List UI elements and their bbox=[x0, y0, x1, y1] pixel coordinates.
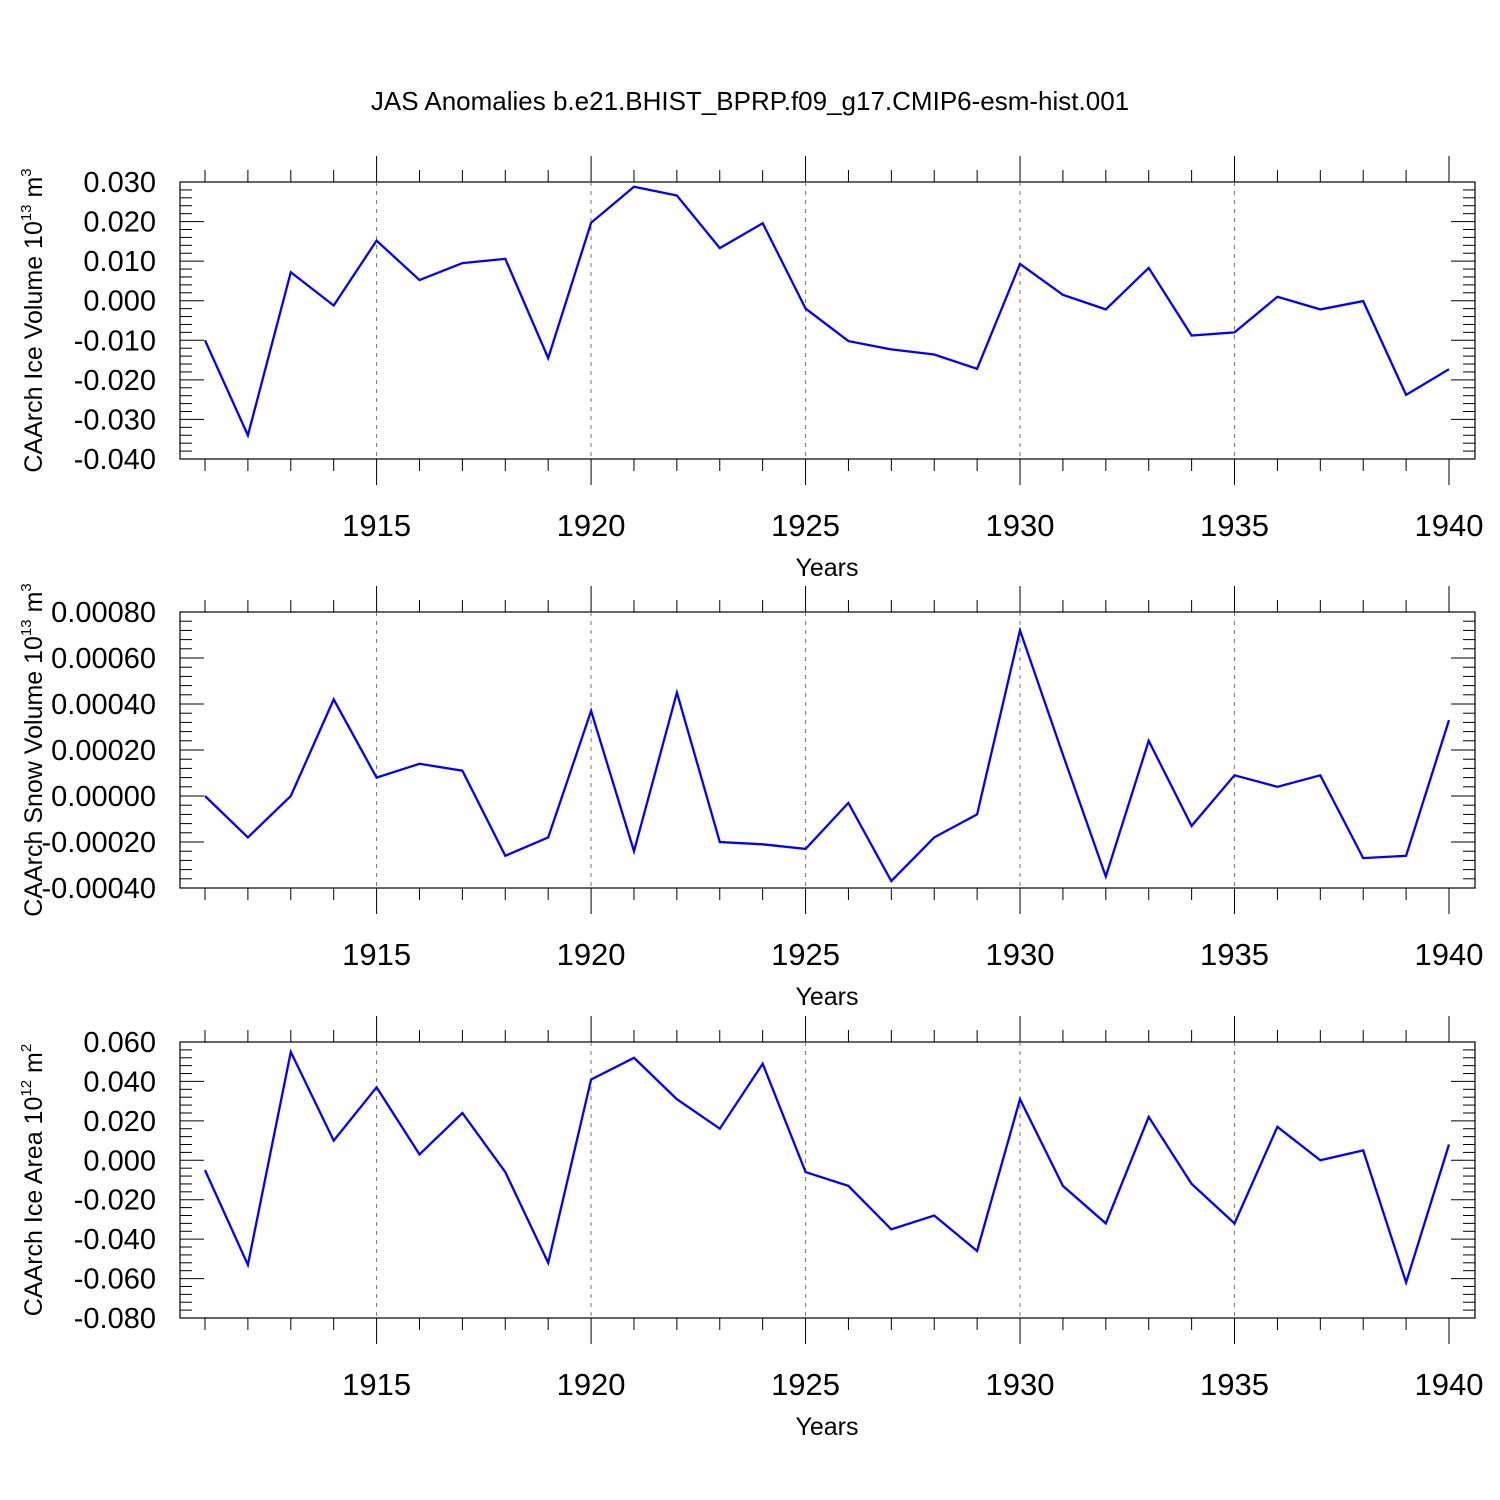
x-tick-label: 1935 bbox=[1200, 937, 1269, 972]
y-tick-label: 0.00000 bbox=[51, 781, 156, 813]
y-tick-label: -0.040 bbox=[74, 1224, 156, 1256]
y-axis-label-unit-exponent: 2 bbox=[18, 1044, 35, 1052]
y-tick-label: -0.00020 bbox=[42, 827, 157, 859]
x-tick-label: 1920 bbox=[557, 508, 626, 543]
y-axis-label: CAArch Ice Area 1012 m2 bbox=[18, 1044, 48, 1316]
x-tick-label: 1915 bbox=[342, 937, 411, 972]
y-axis-label-unit: m bbox=[20, 1052, 48, 1080]
x-tick-label: 1915 bbox=[342, 1367, 411, 1402]
x-tick-label: 1925 bbox=[771, 508, 840, 543]
y-axis-label: CAArch Snow Volume 1013 m3 bbox=[18, 583, 48, 917]
y-tick-label: 0.00060 bbox=[51, 643, 156, 675]
series-line bbox=[203, 185, 1450, 439]
y-tick-label: 0.010 bbox=[83, 246, 156, 278]
x-tick-label: 1925 bbox=[771, 1367, 840, 1402]
y-axis-label-main: CAArch Ice Area 10 bbox=[20, 1097, 48, 1317]
chart-panel-1: 1915 1920 1925 1930 1935 1940 0.030 0.020 0.010 0… bbox=[18, 156, 1483, 582]
chart-panel-3: 1915 1920 1925 1930 1935 1940 0.060 0.040 0.020 0… bbox=[18, 1016, 1483, 1441]
x-tick-label: 1930 bbox=[986, 937, 1055, 972]
plot-frame bbox=[179, 1041, 1476, 1319]
series-line bbox=[203, 1048, 1451, 1287]
y-tick-label: 0.000 bbox=[83, 1145, 156, 1177]
y-tick-label: -0.040 bbox=[74, 444, 156, 476]
y-axis-label-unit-exponent: 3 bbox=[18, 168, 35, 176]
y-tick-label: -0.080 bbox=[74, 1303, 156, 1335]
x-tick-label: 1920 bbox=[557, 1367, 626, 1402]
y-axis-label-unit: m bbox=[20, 592, 48, 620]
x-tick-label: 1935 bbox=[1200, 1367, 1269, 1402]
y-tick-label: 0.060 bbox=[83, 1027, 156, 1059]
y-tick-label: 0.040 bbox=[83, 1066, 156, 1098]
y-axis-label-unit: m bbox=[20, 177, 48, 205]
x-axis-label: Years bbox=[795, 983, 858, 1011]
y-tick-label: 0.020 bbox=[83, 1106, 156, 1138]
y-axis-label-main: CAArch Snow Volume 10 bbox=[20, 636, 48, 917]
plot-frame bbox=[179, 181, 1476, 460]
x-tick-label: 1920 bbox=[557, 937, 626, 972]
x-axis-label: Years bbox=[795, 554, 858, 582]
plot-frame bbox=[179, 611, 1476, 889]
y-axis-label-exponent: 13 bbox=[18, 619, 35, 636]
y-tick-label: -0.020 bbox=[74, 365, 156, 397]
y-tick-label: 0.00040 bbox=[51, 689, 156, 721]
x-tick-label: 1930 bbox=[986, 508, 1055, 543]
y-tick-label: -0.030 bbox=[74, 404, 156, 436]
y-tick-label: -0.020 bbox=[74, 1185, 156, 1217]
x-tick-label: 1935 bbox=[1200, 508, 1269, 543]
y-tick-label: 0.020 bbox=[83, 207, 156, 239]
y-axis-label-exponent: 12 bbox=[18, 1080, 35, 1097]
panels-group: 1915 1920 1925 1930 1935 1940 0.030 0.020 0.010 0… bbox=[18, 156, 1483, 1441]
chart-panel-2: 1915 1920 1925 1930 1935 1940 0.00080 0.00060 0.… bbox=[18, 583, 1483, 1011]
y-tick-label: 0.00020 bbox=[51, 735, 156, 767]
y-tick-label: 0.030 bbox=[83, 167, 156, 199]
y-axis-label-main: CAArch Ice Volume 10 bbox=[20, 221, 48, 473]
x-tick-label: 1930 bbox=[986, 1367, 1055, 1402]
y-tick-label: 0.00080 bbox=[51, 597, 156, 629]
y-tick-label: -0.00040 bbox=[42, 873, 157, 905]
x-tick-label: 1940 bbox=[1415, 508, 1484, 543]
x-axis-label: Years bbox=[795, 1413, 858, 1441]
y-axis-label-exponent: 13 bbox=[18, 204, 35, 221]
y-axis-label-unit-exponent: 3 bbox=[18, 583, 35, 591]
x-tick-label: 1925 bbox=[771, 937, 840, 972]
x-tick-label: 1915 bbox=[342, 508, 411, 543]
series-line bbox=[204, 626, 1451, 884]
y-tick-label: 0.000 bbox=[83, 286, 156, 318]
x-tick-label: 1940 bbox=[1415, 1367, 1484, 1402]
y-tick-label: -0.010 bbox=[74, 325, 156, 357]
y-axis-label: CAArch Ice Volume 1013 m3 bbox=[18, 168, 48, 472]
y-tick-label: -0.060 bbox=[74, 1264, 156, 1296]
x-tick-label: 1940 bbox=[1415, 937, 1484, 972]
figure-title: JAS Anomalies b.e21.BHIST_BPRP.f09_g17.C… bbox=[371, 86, 1129, 116]
